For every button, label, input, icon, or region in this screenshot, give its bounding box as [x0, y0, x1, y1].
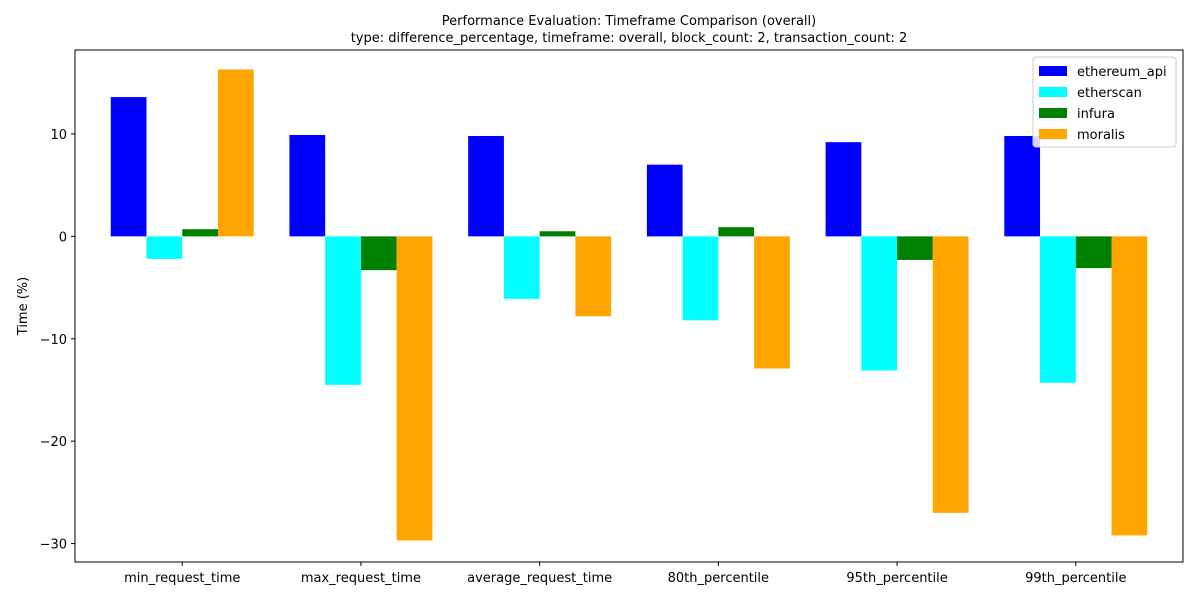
chart-title: Performance Evaluation: Timeframe Compar… — [442, 14, 816, 29]
legend-label-etherscan: etherscan — [1077, 86, 1142, 101]
y-tick-label: 10 — [50, 128, 67, 143]
legend: ethereum_api etherscan infura moralis — [1032, 56, 1177, 148]
bar-moralis-99th_percentile — [1111, 236, 1148, 536]
bar-moralis-95th_percentile — [932, 236, 969, 513]
y-tick-label: −30 — [40, 538, 67, 553]
y-tick-label: 0 — [59, 230, 67, 245]
ticks-layer: 10 0 −10 −20 −30 min_request_time max_request_… — [40, 128, 1127, 586]
bar-infura-max_request_time — [360, 236, 397, 271]
legend-box — [1032, 56, 1177, 148]
legend-label-infura: infura — [1077, 107, 1115, 122]
bar-infura-average_request_time — [539, 231, 576, 237]
x-tick-label: 99th_percentile — [1025, 571, 1126, 586]
bar-infura-80th_percentile — [718, 227, 755, 237]
y-axis-label: Time (%) — [16, 277, 31, 336]
bar-ethereum_api-average_request_time — [468, 136, 504, 237]
y-tick-label: −20 — [40, 435, 67, 450]
bar-infura-99th_percentile — [1075, 236, 1112, 269]
legend-swatch-etherscan — [1039, 87, 1067, 97]
bar-ethereum_api-min_request_time — [110, 97, 147, 237]
bar-etherscan-min_request_time — [146, 236, 183, 259]
legend-swatch-ethereum_api — [1039, 66, 1067, 76]
bar-ethereum_api-95th_percentile — [825, 142, 862, 237]
bar-infura-95th_percentile — [897, 236, 933, 260]
x-tick-label: 80th_percentile — [668, 571, 769, 586]
bar-etherscan-99th_percentile — [1040, 236, 1076, 383]
legend-label-ethereum_api: ethereum_api — [1077, 65, 1167, 80]
plot-frame — [74, 49, 1184, 563]
bar-ethereum_api-80th_percentile — [646, 164, 683, 237]
bar-infura-min_request_time — [182, 229, 218, 237]
y-tick-label: −10 — [40, 333, 67, 348]
bar-moralis-max_request_time — [396, 236, 433, 541]
x-tick-label: min_request_time — [124, 571, 240, 586]
bar-moralis-min_request_time — [217, 69, 254, 237]
bar-moralis-average_request_time — [575, 236, 612, 317]
bar-etherscan-95th_percentile — [861, 236, 898, 371]
legend-swatch-infura — [1039, 108, 1067, 118]
bars-layer — [110, 69, 1148, 541]
x-tick-label: average_request_time — [467, 571, 612, 586]
chart-subtitle: type: difference_percentage, timeframe: … — [351, 31, 908, 46]
bar-ethereum_api-99th_percentile — [1004, 136, 1041, 237]
x-tick-label: 95th_percentile — [846, 571, 947, 586]
x-tick-label: max_request_time — [301, 571, 421, 586]
bar-ethereum_api-max_request_time — [289, 134, 326, 237]
bar-etherscan-max_request_time — [325, 236, 361, 385]
legend-swatch-moralis — [1039, 129, 1067, 139]
bar-etherscan-80th_percentile — [682, 236, 719, 321]
bar-moralis-80th_percentile — [754, 236, 790, 369]
legend-label-moralis: moralis — [1077, 128, 1125, 143]
bar-etherscan-average_request_time — [503, 236, 540, 299]
